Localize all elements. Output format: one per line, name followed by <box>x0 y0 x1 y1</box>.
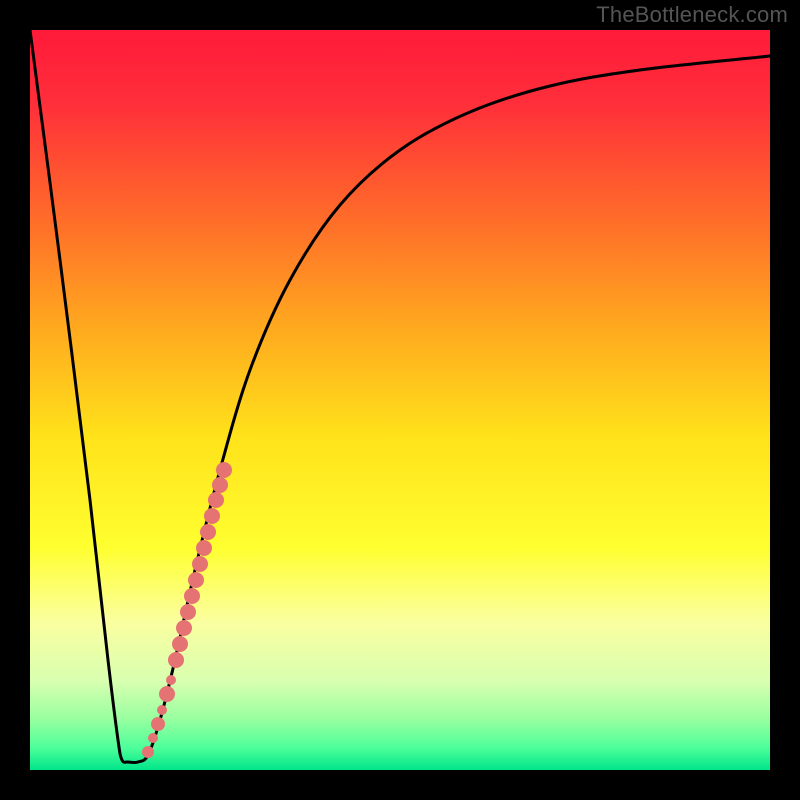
highlight-marker <box>188 572 204 588</box>
highlight-marker <box>176 620 192 636</box>
highlight-marker <box>148 733 158 743</box>
highlight-marker <box>216 462 232 478</box>
chart-frame: TheBottleneck.com <box>0 0 800 800</box>
highlight-marker <box>159 686 175 702</box>
highlight-marker <box>142 746 154 758</box>
plot-area <box>30 30 770 770</box>
watermark-text: TheBottleneck.com <box>596 2 788 28</box>
highlight-marker <box>192 556 208 572</box>
highlight-marker <box>208 492 224 508</box>
highlight-marker <box>204 508 220 524</box>
highlight-marker <box>151 717 165 731</box>
highlight-marker <box>180 604 196 620</box>
highlight-marker <box>196 540 212 556</box>
highlight-marker <box>172 636 188 652</box>
highlight-marker <box>168 652 184 668</box>
highlight-marker <box>157 705 167 715</box>
highlight-marker <box>184 588 200 604</box>
highlight-marker <box>200 524 216 540</box>
highlight-marker <box>212 477 228 493</box>
highlight-marker <box>166 675 176 685</box>
bottleneck-chart <box>0 0 800 800</box>
